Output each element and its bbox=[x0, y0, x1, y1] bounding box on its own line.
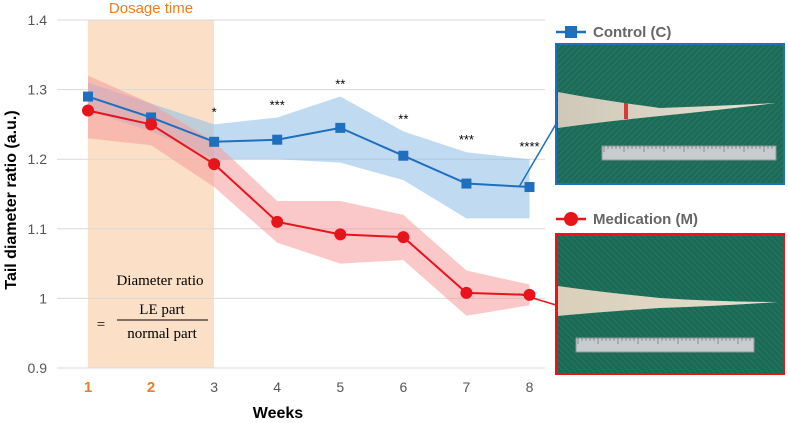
medication-point bbox=[145, 118, 158, 131]
control-band bbox=[88, 82, 530, 219]
medication-point bbox=[271, 215, 284, 228]
significance-label: ** bbox=[335, 77, 345, 92]
medication-point bbox=[208, 158, 221, 171]
formula-equals: = bbox=[97, 317, 105, 333]
legend-medication-label: Medication (M) bbox=[593, 211, 698, 228]
y-tick-label: 1.1 bbox=[28, 221, 48, 237]
medication-tail-photo bbox=[555, 233, 785, 375]
control-connector bbox=[518, 123, 557, 188]
control-ruler bbox=[601, 145, 777, 161]
control-tail-shape bbox=[558, 92, 776, 128]
medication-point bbox=[460, 286, 473, 299]
control-ruler-ticks bbox=[603, 146, 773, 152]
legend-medication-marker bbox=[564, 212, 578, 226]
x-tick-label: 6 bbox=[399, 379, 407, 395]
series-markers bbox=[82, 91, 536, 301]
x-tick-label: 3 bbox=[210, 379, 218, 395]
series-lines bbox=[87, 95, 530, 296]
medication-tail-shape bbox=[558, 286, 778, 316]
y-tick-label: 1.4 bbox=[28, 12, 48, 28]
control-line bbox=[87, 95, 530, 189]
y-tick-label: 0.9 bbox=[28, 360, 48, 376]
legend-control-marker bbox=[565, 26, 577, 38]
control-point bbox=[272, 134, 283, 145]
control-point bbox=[461, 178, 472, 189]
control-point bbox=[335, 122, 346, 133]
medication-point bbox=[334, 228, 347, 241]
y-axis-title: Tail diameter ratio (a.u.) bbox=[3, 110, 20, 289]
significance-label: ** bbox=[398, 111, 408, 126]
formula-denominator: normal part bbox=[127, 326, 197, 342]
legend-control: Control (C) bbox=[556, 24, 671, 41]
medication-connector bbox=[518, 293, 557, 306]
medication-ruler bbox=[575, 337, 755, 353]
significance-label: *** bbox=[459, 132, 474, 147]
medication-line bbox=[87, 109, 530, 296]
y-tick-label: 1.2 bbox=[28, 151, 48, 167]
control-tail-photo bbox=[555, 43, 785, 185]
control-point bbox=[524, 182, 535, 193]
control-tail-band bbox=[624, 103, 628, 119]
significance-label: **** bbox=[519, 139, 539, 154]
x-tick-label: 8 bbox=[526, 379, 534, 395]
legend-control-label: Control (C) bbox=[593, 24, 671, 41]
control-point bbox=[209, 136, 220, 147]
x-tick-label: 1 bbox=[84, 379, 92, 396]
dosage-region bbox=[88, 20, 214, 368]
medication-point bbox=[82, 104, 94, 117]
significance-markers: * ********** **** bbox=[212, 77, 540, 155]
y-tick-label: 1.3 bbox=[28, 82, 48, 98]
x-tick-labels: 1 2 3 4 5 6 7 8 bbox=[84, 379, 534, 396]
control-point bbox=[83, 91, 93, 102]
formula-numerator: LE part bbox=[139, 302, 185, 318]
significance-label: * bbox=[212, 104, 217, 119]
diameter-ratio-formula: Diameter ratio = LE part normal part bbox=[97, 273, 208, 342]
legend-medication: Medication (M) bbox=[556, 211, 698, 228]
dosage-time-label: Dosage time bbox=[109, 0, 193, 17]
x-tick-label: 7 bbox=[463, 379, 471, 395]
x-tick-label: 2 bbox=[147, 379, 155, 396]
y-tick-labels: 0.9 1 1.1 1.2 1.3 1.4 bbox=[28, 12, 48, 376]
formula-title: Diameter ratio bbox=[116, 273, 203, 289]
medication-point bbox=[397, 231, 410, 244]
x-axis-title: Weeks bbox=[253, 405, 304, 422]
medication-ruler-ticks bbox=[577, 338, 751, 344]
control-point bbox=[146, 112, 157, 123]
control-point bbox=[398, 150, 409, 161]
x-tick-label: 5 bbox=[336, 379, 344, 395]
significance-label: *** bbox=[270, 97, 285, 112]
x-tick-label: 4 bbox=[273, 379, 281, 395]
y-tick-label: 1 bbox=[39, 290, 47, 306]
